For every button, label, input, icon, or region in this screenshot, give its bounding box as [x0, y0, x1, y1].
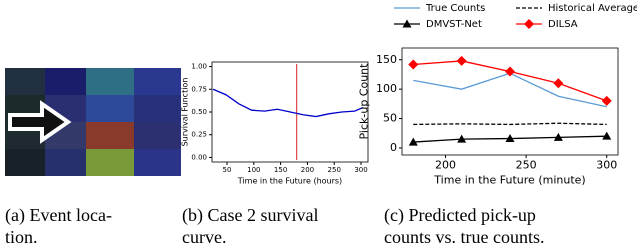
legend-label: DILSA	[548, 19, 578, 30]
x-tick-label: 300	[596, 159, 617, 172]
y-tick-label: 0.25	[191, 131, 207, 139]
marker	[457, 56, 467, 66]
legend-label: True Counts	[425, 3, 485, 14]
event-image	[5, 68, 181, 176]
x-tick-label: 200	[301, 166, 314, 174]
x-axis-label: Time in the Future (minute)	[433, 174, 585, 187]
y-tick-label: 150	[376, 53, 397, 66]
figure: 0.00 0.25 0.50 0.75 1.00 50 100 150 200 250 300 Tim…	[0, 0, 637, 251]
y-tick-label: 1.00	[191, 63, 207, 71]
y-tick-label: 100	[376, 82, 397, 95]
y-tick-label: 0	[390, 141, 397, 154]
caption: (c) Predicted pick-up	[384, 205, 536, 226]
caption: curve.	[182, 227, 226, 247]
x-tick-label: 150	[274, 166, 287, 174]
legend-marker	[524, 19, 534, 29]
x-axis-label: Time in the Future (hours)	[237, 177, 342, 186]
y-tick-label: 0.00	[191, 153, 207, 161]
caption: (b) Case 2 survival	[182, 205, 318, 226]
series-line	[213, 89, 363, 116]
caption: tion.	[5, 227, 38, 247]
marker	[553, 78, 563, 88]
legend-label: Historical Average	[548, 3, 637, 14]
x-tick-label: 100	[247, 166, 260, 174]
caption: counts vs. true counts.	[384, 227, 544, 247]
legend-label: DMVST-Net	[426, 19, 482, 30]
y-axis-label: Pick-up Count	[357, 63, 370, 140]
marker	[602, 96, 612, 106]
caption: (a) Event loca-	[5, 205, 112, 226]
x-tick-label: 250	[328, 166, 341, 174]
y-tick-label: 50	[383, 112, 397, 125]
y-axis-label: Survival Function	[181, 78, 190, 147]
marker	[408, 59, 418, 69]
x-tick-label: 250	[516, 159, 537, 172]
x-tick-label: 200	[435, 159, 456, 172]
series-line	[413, 123, 606, 124]
y-tick-label: 0.50	[191, 108, 207, 116]
y-tick-label: 0.75	[191, 85, 207, 93]
x-tick-label: 50	[223, 166, 232, 174]
x-tick-label: 300	[354, 166, 367, 174]
